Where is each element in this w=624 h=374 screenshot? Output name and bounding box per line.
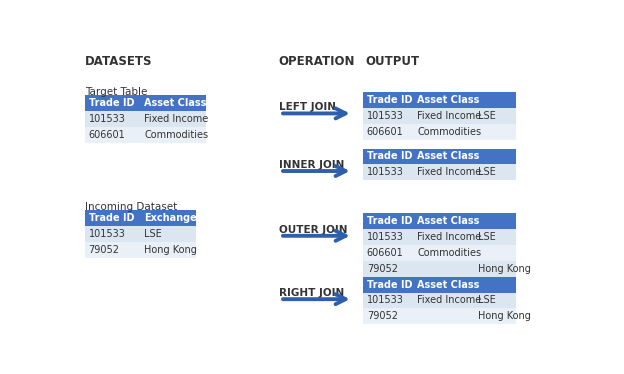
Bar [141,211,197,226]
Text: Commodities: Commodities [144,130,208,140]
Text: Trade ID: Trade ID [367,216,412,226]
Text: LSE: LSE [144,229,162,239]
Text: 606601: 606601 [367,127,404,137]
Bar [414,277,474,292]
Bar [363,261,414,277]
Text: Trade ID: Trade ID [367,95,412,105]
Bar [363,92,414,108]
Text: 79052: 79052 [367,264,397,274]
Bar [474,245,515,261]
Text: Trade ID: Trade ID [89,98,134,108]
Bar [363,124,414,140]
Text: Trade ID: Trade ID [367,280,412,289]
Bar [474,261,515,277]
Text: Hong Kong: Hong Kong [144,245,197,255]
Bar [474,277,515,292]
Text: 101533: 101533 [367,295,404,306]
Bar [363,108,414,124]
Bar [85,127,141,143]
Bar [474,92,515,108]
Bar [474,165,515,180]
Bar [414,309,474,324]
Text: Fixed Income: Fixed Income [417,167,482,177]
Text: LSE: LSE [478,167,495,177]
Text: 606601: 606601 [89,130,125,140]
Text: OPERATION: OPERATION [279,55,355,68]
Text: 606601: 606601 [367,248,404,258]
Text: Asset Class: Asset Class [417,151,480,162]
Bar [414,229,474,245]
Text: Incoming Dataset: Incoming Dataset [85,202,177,212]
Bar [85,111,141,127]
Text: Exchange: Exchange [144,214,197,223]
Bar [474,108,515,124]
Text: DATASETS: DATASETS [85,55,153,68]
Bar [414,165,474,180]
Text: Asset Class: Asset Class [144,98,207,108]
Text: 101533: 101533 [89,229,125,239]
Text: INNER JOIN: INNER JOIN [279,160,344,170]
Text: Trade ID: Trade ID [367,151,412,162]
Bar [414,261,474,277]
Bar [474,213,515,229]
Bar [141,242,197,258]
Bar [474,229,515,245]
Text: 79052: 79052 [89,245,120,255]
Bar [474,148,515,165]
Text: LSE: LSE [478,295,495,306]
Bar [414,292,474,309]
Bar [414,92,474,108]
Bar [363,165,414,180]
Bar [141,127,206,143]
Text: RIGHT JOIN: RIGHT JOIN [279,288,344,298]
Bar [141,226,197,242]
Text: 79052: 79052 [367,311,397,321]
Text: Fixed Income: Fixed Income [417,295,482,306]
Bar [85,226,141,242]
Bar [85,211,141,226]
Text: 101533: 101533 [367,232,404,242]
Text: 101533: 101533 [89,114,125,124]
Bar [414,213,474,229]
Text: Hong Kong: Hong Kong [478,311,531,321]
Bar [85,95,141,111]
Text: Hong Kong: Hong Kong [478,264,531,274]
Text: Commodities: Commodities [417,127,482,137]
Text: 101533: 101533 [367,111,404,121]
Bar [474,124,515,140]
Bar [414,148,474,165]
Text: Asset Class: Asset Class [417,95,480,105]
Text: Asset Class: Asset Class [417,280,480,289]
Bar [474,292,515,309]
Bar [141,111,206,127]
Bar [363,292,414,309]
Bar [363,213,414,229]
Text: Commodities: Commodities [417,248,482,258]
Text: Target Table: Target Table [85,87,148,96]
Bar [363,309,414,324]
Text: OUTER JOIN: OUTER JOIN [279,225,347,235]
Bar [414,245,474,261]
Text: LSE: LSE [478,111,495,121]
Bar [363,245,414,261]
Bar [474,309,515,324]
Text: Fixed Income: Fixed Income [417,111,482,121]
Bar [141,95,206,111]
Text: LEFT JOIN: LEFT JOIN [279,102,336,113]
Bar [414,124,474,140]
Text: Asset Class: Asset Class [417,216,480,226]
Bar [85,242,141,258]
Text: LSE: LSE [478,232,495,242]
Text: OUTPUT: OUTPUT [366,55,420,68]
Bar [414,108,474,124]
Text: Fixed Income: Fixed Income [417,232,482,242]
Text: Fixed Income: Fixed Income [144,114,208,124]
Bar [363,148,414,165]
Text: 101533: 101533 [367,167,404,177]
Bar [363,277,414,292]
Bar [363,229,414,245]
Text: Trade ID: Trade ID [89,214,134,223]
